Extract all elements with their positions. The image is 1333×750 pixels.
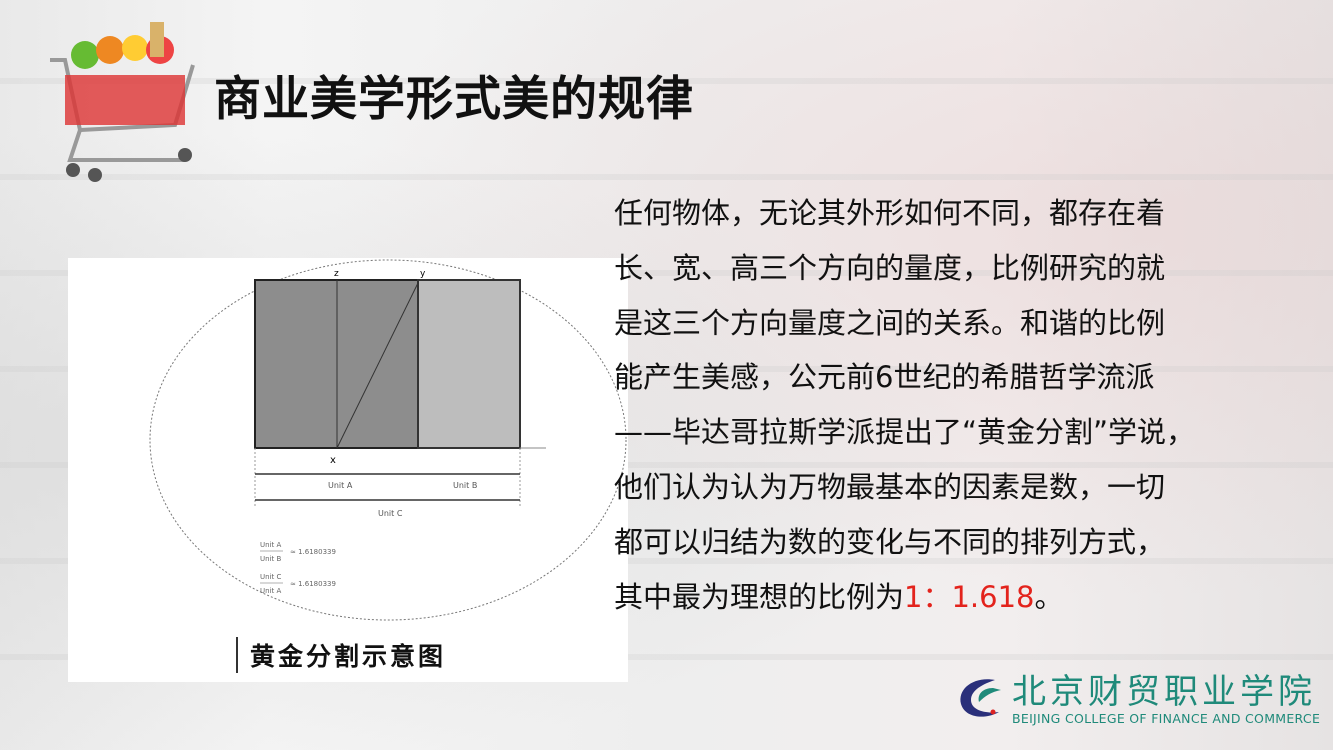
label-x: x [330, 455, 336, 466]
text-line: 其中最为理想的比例为1：1.618。 [614, 570, 1274, 625]
label-unit-a: Unit A [328, 481, 353, 490]
text-line: 都可以归结为数的变化与不同的排列方式， [614, 524, 1166, 559]
text-line: ——毕达哥拉斯学派提出了“黄金分割”学说， [614, 415, 1196, 450]
last-line-suffix: 。 [1034, 579, 1064, 614]
text-line: 能产生美感，公元前6世纪的希腊哲学流派 [614, 360, 1155, 395]
text-line: 任何物体，无论其外形如何不同，都存在着 [614, 196, 1166, 230]
college-logo-icon [960, 679, 1001, 717]
college-name-en: BEIJING COLLEGE OF FINANCE AND COMMERCE [1012, 711, 1321, 726]
text-line: 是这三个方向量度之间的关系。和谐的比例 [614, 305, 1166, 340]
body-text: 任何物体，无论其外形如何不同，都存在着 长、宽、高三个方向的量度，比例研究的就 … [614, 186, 1274, 624]
golden-ratio-figure: z y x Unit A Unit B Unit C Unit A Unit B… [68, 258, 628, 682]
last-line-prefix: 其中最为理想的比例为 [614, 579, 905, 614]
label-unit-c: Unit C [378, 509, 403, 518]
text-line: 长、宽、高三个方向的量度，比例研究的就 [614, 250, 1166, 285]
golden-ratio-value: 1：1.618 [904, 579, 1035, 614]
text-line: 他们认为认为万物最基本的因素是数，一切 [614, 469, 1166, 504]
formula1-value: ≈ 1.6180339 [290, 548, 336, 556]
formula1-denominator: Unit B [260, 555, 281, 563]
formula2-value: ≈ 1.6180339 [290, 580, 336, 588]
slide-title: 商业美学形式美的规律 [214, 72, 694, 127]
formula2-denominator: Unit A [260, 587, 281, 595]
college-name-cn: 北京财贸职业学院 [1012, 672, 1316, 712]
figure-caption: 黄金分割示意图 [236, 637, 446, 673]
label-unit-b: Unit B [453, 481, 477, 490]
label-y: y [420, 269, 426, 279]
formula1-numerator: Unit A [260, 541, 281, 549]
formula2-numerator: Unit C [260, 573, 281, 581]
shopping-cart-icon [50, 22, 195, 182]
label-z: z [334, 269, 339, 279]
